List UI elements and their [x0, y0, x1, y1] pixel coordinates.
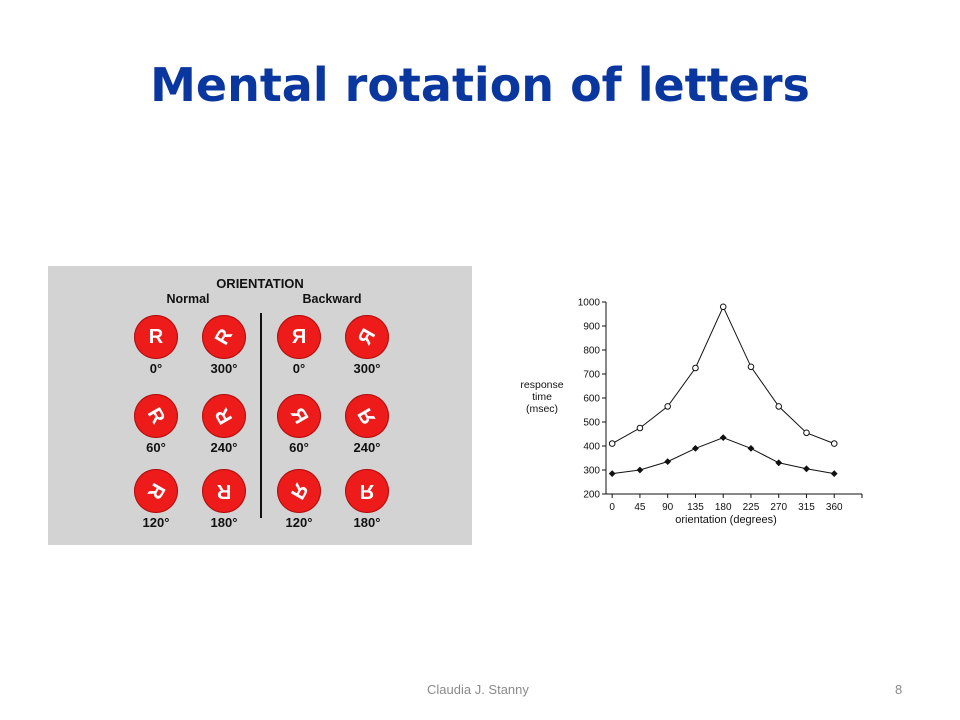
orientation-label: 0°: [149, 361, 163, 376]
series-1-point: [636, 424, 644, 432]
group-divider: [260, 313, 262, 518]
rotated-letter: R: [210, 325, 238, 349]
series-1-point: [608, 440, 616, 447]
y-tick-label: 500: [583, 418, 600, 429]
series-1-point: [747, 363, 755, 371]
group-label-backward: Backward: [302, 292, 362, 306]
y-tick-label: 800: [583, 346, 600, 357]
orientation-label: 0°: [292, 361, 306, 376]
letter-circle: R: [345, 394, 389, 438]
series-1-point: [803, 429, 810, 437]
y-tick-label: 300: [583, 466, 600, 477]
rotated-letter: R: [285, 479, 313, 503]
x-tick-label: 0: [609, 502, 615, 513]
x-tick-label: 315: [798, 502, 815, 513]
letter-circle: R: [345, 469, 389, 513]
rotated-letter: R: [142, 479, 170, 503]
series-2-point: [692, 445, 699, 452]
series-2-point: [608, 470, 616, 477]
chart-axes: [602, 301, 863, 498]
y-tick-label: 600: [583, 394, 600, 405]
chart-series: [608, 303, 838, 477]
series-2-point: [803, 465, 810, 473]
y-axis-label-line: response: [520, 379, 563, 391]
rotated-letter: R: [148, 326, 164, 348]
x-tick-label: 360: [826, 502, 843, 513]
rotated-letter: R: [291, 326, 307, 348]
letter-circle: R: [202, 315, 246, 359]
series-2-point: [636, 466, 644, 474]
orientation-label: 240°: [353, 440, 381, 455]
series-1-point: [775, 403, 783, 410]
series-2-point: [664, 458, 672, 465]
rotated-letter: R: [353, 325, 381, 349]
letter-circle: R: [202, 469, 246, 513]
orientation-label: 180°: [210, 515, 238, 530]
orientation-label: 60°: [289, 440, 309, 455]
orientation-label: 300°: [353, 361, 381, 376]
orientation-label: 60°: [146, 440, 166, 455]
rotated-letter: R: [142, 404, 170, 428]
series-1-line: [611, 305, 835, 445]
x-tick-label: 45: [634, 502, 646, 513]
group-label-normal: Normal: [166, 292, 210, 306]
figure-header: ORIENTATION: [216, 276, 304, 291]
rotated-letter: R: [216, 480, 232, 502]
x-axis-label: orientation (degrees): [675, 514, 777, 526]
y-tick-label: 700: [583, 370, 600, 381]
y-tick-label: 400: [583, 442, 600, 453]
y-tick-label: 200: [583, 490, 600, 501]
rotated-letter: R: [353, 404, 381, 428]
orientation-label: 120°: [285, 515, 313, 530]
series-2-point: [830, 470, 838, 477]
series-1-point: [719, 303, 727, 311]
footer-author: Claudia J. Stanny: [427, 682, 529, 697]
series-1-point: [830, 440, 838, 447]
rotated-letter: R: [285, 404, 313, 428]
y-tick-label: 900: [583, 322, 600, 333]
rotated-letter: R: [210, 404, 238, 428]
x-tick-label: 225: [743, 502, 760, 513]
series-2-point: [775, 459, 783, 467]
rotated-letter: R: [359, 480, 375, 502]
letter-circle: R: [134, 394, 178, 438]
letter-circle: R: [277, 394, 321, 438]
y-tick-labels: 200 300 400 500 600 700 800 900 1000: [578, 298, 601, 501]
page-number: 8: [895, 682, 903, 697]
series-2-point: [747, 445, 755, 452]
letter-circle: R: [345, 315, 389, 359]
orientation-label: 120°: [142, 515, 170, 530]
x-tick-label: 180: [715, 502, 732, 513]
orientation-label: 300°: [210, 361, 238, 376]
series-2-line: [612, 437, 835, 475]
series-1-point: [664, 403, 671, 410]
x-tick-label: 135: [687, 502, 704, 513]
y-axis-label-line: (msec): [526, 403, 558, 415]
x-tick-labels: 0 45 90 135 180 225 270 315 360: [609, 502, 843, 513]
letter-orientation-figure: ORIENTATION Normal Backward R 0° R 300° R 0° R…: [48, 266, 472, 545]
orientation-label: 180°: [353, 515, 381, 530]
series-1-point: [692, 364, 699, 372]
letter-circle: R: [134, 315, 178, 359]
letter-circle: R: [134, 469, 178, 513]
letter-circle: R: [277, 315, 321, 359]
letter-circle: R: [202, 394, 246, 438]
letter-circle: R: [277, 469, 321, 513]
y-tick-label: 1000: [578, 298, 601, 309]
series-2-point: [719, 434, 727, 441]
slide-title: Mental rotation of letters: [150, 58, 810, 112]
x-tick-label: 270: [770, 502, 787, 513]
x-tick-label: 90: [662, 502, 674, 513]
y-axis-label-line: time: [532, 391, 552, 403]
orientation-label: 240°: [210, 440, 238, 455]
